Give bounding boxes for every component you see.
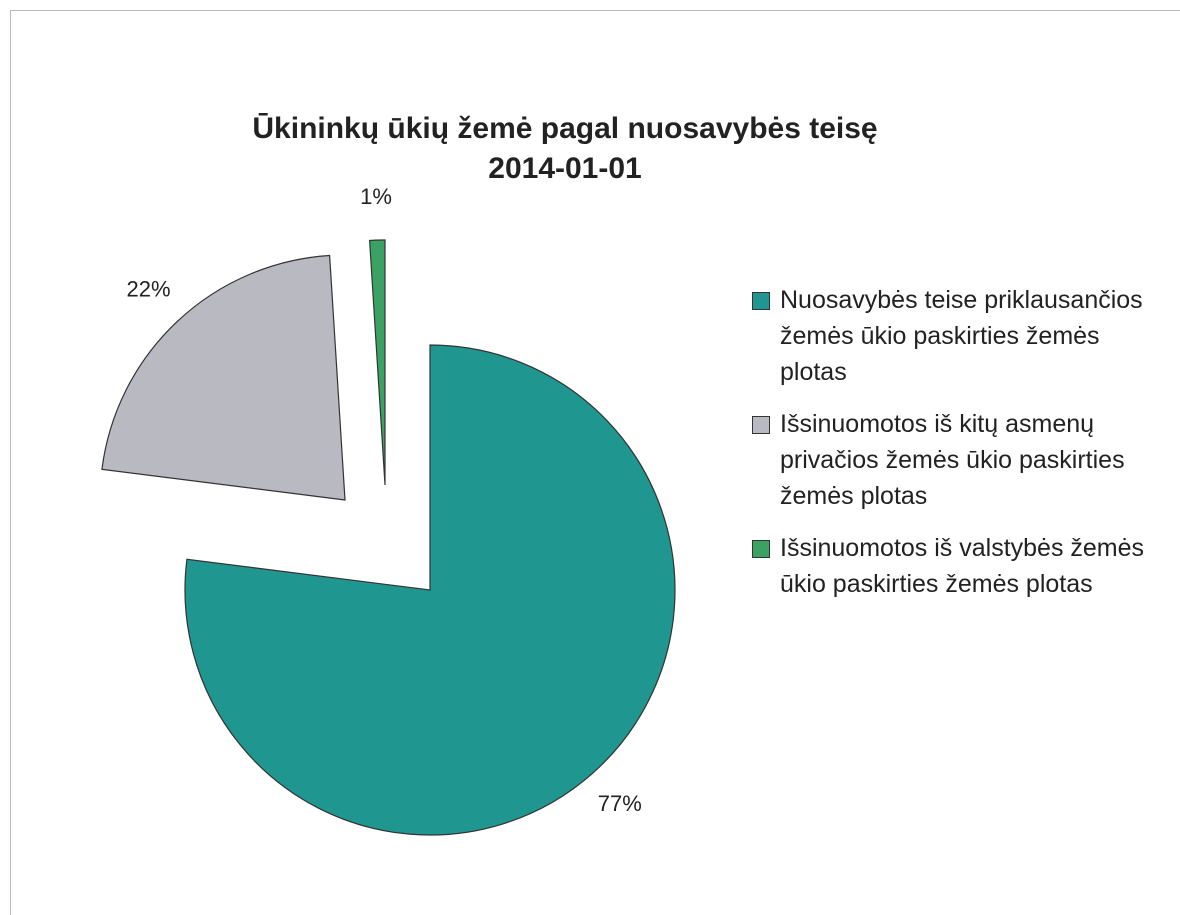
- legend-entry: Nuosavybės teise priklausančios žemės ūk…: [750, 282, 1150, 390]
- data-label: 1%: [360, 184, 392, 209]
- data-label: 22%: [127, 277, 171, 302]
- pie-slice: [368, 239, 386, 486]
- legend-label: Išsinuomotos iš kitų asmenų privačios že…: [780, 410, 1125, 510]
- frame: [10, 10, 1180, 915]
- pie-slice: [184, 344, 676, 836]
- chart-subtitle: 2014-01-01: [488, 152, 641, 185]
- data-label: 77%: [598, 791, 642, 816]
- legend-swatch: [752, 416, 770, 434]
- legend-entry: Išsinuomotos iš valstybės žemės ūkio pas…: [750, 530, 1150, 602]
- chart-title: Ūkininkų ūkių žemė pagal nuosavybės teis…: [252, 112, 877, 145]
- legend-swatch: [752, 540, 770, 558]
- legend-label: Išsinuomotos iš valstybės žemės ūkio pas…: [780, 534, 1145, 598]
- legend: Nuosavybės teise priklausančios žemės ūk…: [750, 282, 1150, 618]
- pie-slice: [101, 254, 346, 501]
- legend-label: Nuosavybės teise priklausančios žemės ūk…: [780, 286, 1143, 386]
- legend-entry: Išsinuomotos iš kitų asmenų privačios že…: [750, 406, 1150, 514]
- legend-swatch: [752, 292, 770, 310]
